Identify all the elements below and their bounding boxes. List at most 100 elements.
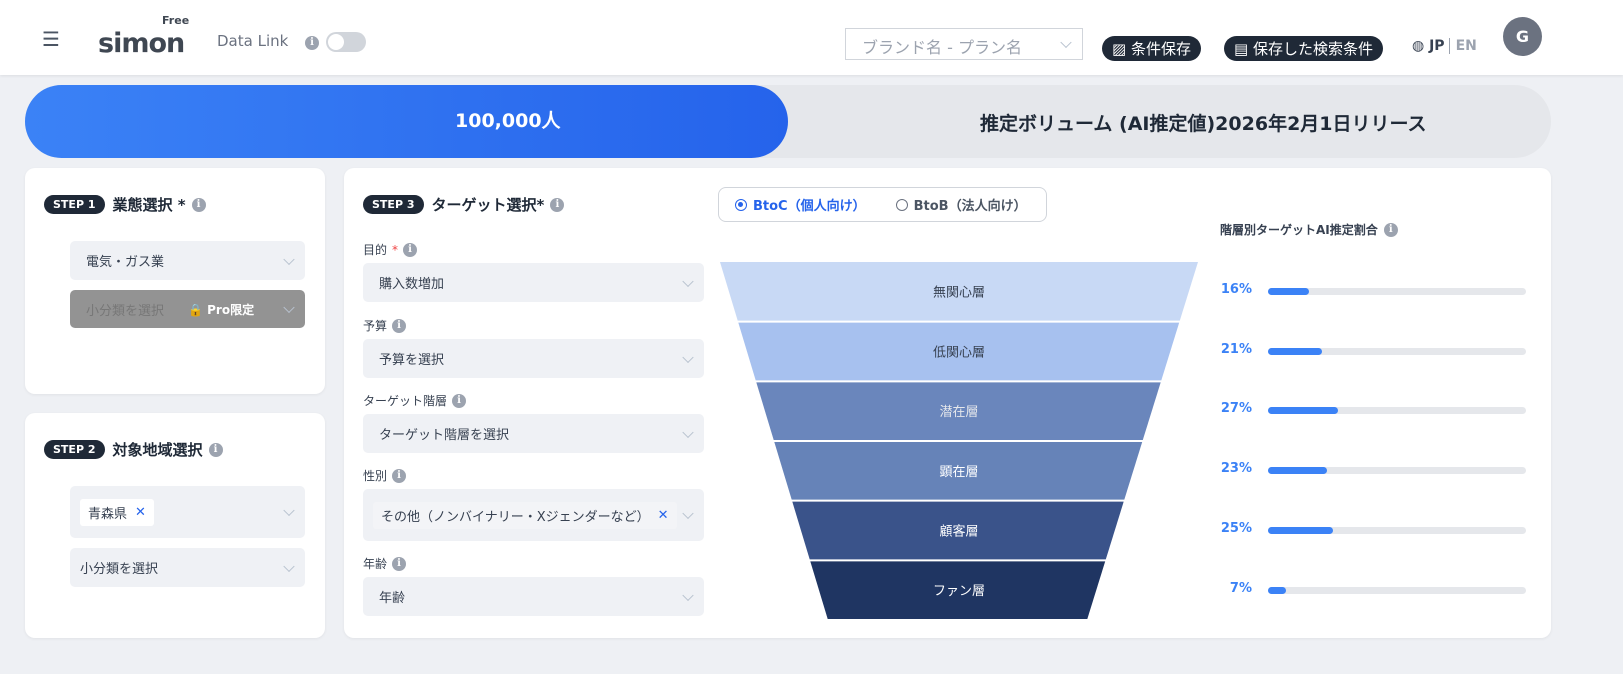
radio-btoc[interactable]: BtoC（個人向け）: [735, 195, 866, 214]
pro-lock: 🔒 Pro限定: [188, 301, 254, 318]
radio-unselected-icon: [895, 199, 908, 211]
field-label-text: 年齢: [363, 557, 388, 571]
step-badge: STEP 2: [44, 440, 105, 459]
subcategory-placeholder: 小分類を選択: [80, 562, 159, 577]
funnel-layer: [720, 262, 1198, 321]
info-icon[interactable]: i: [403, 242, 418, 257]
lock-icon: 🔒: [188, 302, 203, 317]
radio-btob[interactable]: BtoB（法人向け）: [895, 195, 1027, 214]
ratio-bar-track: [1268, 526, 1526, 534]
field-label-text: 予算: [363, 319, 388, 333]
field-select[interactable]: 予算を選択: [363, 339, 704, 378]
step2-title: 対象地域選択: [112, 441, 203, 459]
ratio-percent: 27%: [1220, 401, 1252, 417]
ratio-bar-track: [1268, 407, 1526, 415]
step1-title: 業態選択 *: [112, 196, 186, 214]
funnel-layer: [738, 322, 1180, 381]
region-select[interactable]: 青森県 ✕: [70, 486, 305, 538]
lang-en[interactable]: EN: [1448, 38, 1477, 54]
info-icon[interactable]: i: [208, 442, 223, 457]
ratio-title-text: 階層別ターゲットAI推定割合: [1220, 223, 1378, 237]
field-value: ターゲット階層を選択: [379, 428, 510, 443]
chip-label: その他（ノンバイナリー・Xジェンダーなど）: [381, 509, 650, 525]
plan-badge: Free: [162, 14, 190, 27]
funnel-layer: [792, 501, 1124, 560]
field-label: 年齢 i: [363, 555, 407, 572]
field-select[interactable]: 年齢: [363, 577, 704, 616]
funnel-layer-label: 顕在層: [939, 465, 978, 480]
ratio-percent: 16%: [1220, 282, 1252, 297]
ratio-bar-fill: [1268, 407, 1338, 415]
info-icon[interactable]: i: [392, 468, 407, 483]
radio-label: BtoC（個人向け）: [753, 199, 866, 214]
funnel-layer-label: ファン層: [933, 584, 985, 599]
info-icon[interactable]: i: [191, 197, 206, 212]
info-icon[interactable]: i: [392, 318, 407, 333]
info-icon[interactable]: i: [452, 393, 467, 408]
step2-card: STEP 2 対象地域選択 i 青森県 ✕ 小分類を選択: [25, 413, 325, 638]
info-icon[interactable]: i: [1383, 222, 1398, 237]
saved-searches-label: 保存した検索条件: [1252, 40, 1373, 58]
ratio-title: 階層別ターゲットAI推定割合 i: [1220, 221, 1398, 238]
remove-icon[interactable]: ✕: [657, 507, 669, 523]
field-value: 購入数増加: [379, 277, 445, 292]
ratio-bar-fill: [1268, 586, 1287, 594]
field-value: 年齢: [379, 591, 406, 606]
saved-searches-button[interactable]: ▤ 保存した検索条件: [1224, 36, 1383, 61]
avatar[interactable]: G: [1503, 17, 1542, 56]
info-icon[interactable]: i: [392, 556, 407, 571]
required-mark: *: [392, 242, 399, 257]
ratio-bar-fill: [1268, 467, 1328, 475]
radio-selected-icon: [735, 199, 747, 211]
data-link-toggle[interactable]: [326, 32, 366, 52]
step3-title: ターゲット選択*: [431, 196, 545, 214]
step-badge: STEP 1: [44, 195, 105, 214]
funnel-layer-label: 低関心層: [933, 346, 985, 361]
globe-icon: ◍: [1412, 38, 1425, 54]
volume-bar-fill: 100,000人: [25, 85, 788, 158]
save-conditions-button[interactable]: ▨ 条件保存: [1102, 36, 1201, 61]
top-header: ☰ simon Free Data Link i ブランド名 - プラン名 ▨ …: [0, 0, 1623, 75]
field-label: 性別 i: [363, 467, 407, 484]
region-chip-label: 青森県: [88, 506, 128, 522]
field-select[interactable]: 購入数増加: [363, 263, 704, 302]
info-icon[interactable]: i: [305, 36, 319, 50]
language-switch: ◍ JP EN: [1412, 38, 1477, 54]
industry-value: 電気・ガス業: [86, 255, 165, 270]
volume-label: 推定ボリューム (AI推定値)2026年2月1日リリース: [980, 113, 1427, 135]
brand-select-placeholder: ブランド名 - プラン名: [862, 38, 1022, 57]
hamburger-icon[interactable]: ☰: [42, 27, 60, 51]
ratio-percent: 21%: [1220, 341, 1252, 357]
field-label: ターゲット階層 i: [363, 392, 467, 409]
ratio-bar-track: [1268, 586, 1526, 594]
region-chip: 青森県 ✕: [80, 498, 154, 526]
remove-icon[interactable]: ✕: [135, 504, 146, 520]
funnel-layer-label: 顧客層: [939, 524, 978, 540]
ratio-bar-track: [1268, 347, 1526, 355]
region-subcategory-select[interactable]: 小分類を選択: [70, 548, 305, 587]
field-select[interactable]: ターゲット階層を選択: [363, 414, 704, 453]
ratio-percent: 7%: [1229, 580, 1252, 596]
step-badge: STEP 3: [363, 195, 424, 214]
field-label: 目的 * i: [363, 241, 418, 258]
funnel-layer: [756, 382, 1161, 440]
radio-label: BtoB（法人向け）: [913, 199, 1027, 214]
lang-jp[interactable]: JP: [1429, 38, 1445, 54]
ratio-percent: 25%: [1220, 520, 1252, 536]
field-select[interactable]: その他（ノンバイナリー・Xジェンダーなど） ✕: [363, 489, 704, 541]
brand-plan-select[interactable]: ブランド名 - プラン名: [845, 28, 1083, 60]
ratio-bar-fill: [1268, 288, 1310, 295]
ratio-bar-fill: [1268, 347, 1323, 355]
field-label-text: 性別: [363, 469, 388, 483]
subcategory-select-locked: 小分類を選択 🔒 Pro限定: [70, 290, 305, 328]
field-label-text: ターゲット階層: [363, 394, 448, 408]
industry-select[interactable]: 電気・ガス業: [70, 241, 305, 280]
logo[interactable]: simon: [98, 28, 185, 59]
audience-radio-group: BtoC（個人向け） BtoB（法人向け）: [718, 187, 1047, 222]
gender-chip: その他（ノンバイナリー・Xジェンダーなど） ✕: [373, 501, 677, 529]
ratio-bar-track: [1268, 467, 1526, 475]
field-value: 予算を選択: [379, 353, 445, 368]
info-icon[interactable]: i: [550, 197, 565, 212]
funnel-layer-label: 潜在層: [939, 405, 978, 420]
